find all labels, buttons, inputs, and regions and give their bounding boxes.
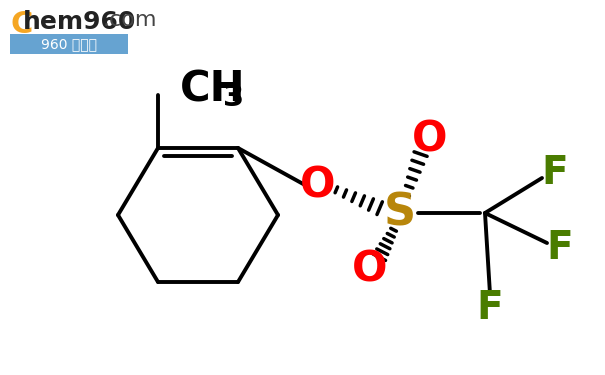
Text: O: O [412,119,448,161]
Text: O: O [352,249,388,291]
Text: F: F [477,289,503,327]
Text: O: O [300,164,336,206]
Text: C: C [10,10,33,39]
Text: CH: CH [180,69,246,111]
Text: .com: .com [103,10,157,30]
Text: 3: 3 [223,84,244,112]
Text: hem960: hem960 [23,10,136,34]
Bar [10,34,128,54]
Text: S: S [384,192,416,234]
Text: F: F [547,229,574,267]
Text: F: F [541,154,568,192]
Text: 960 化工网: 960 化工网 [41,37,97,51]
